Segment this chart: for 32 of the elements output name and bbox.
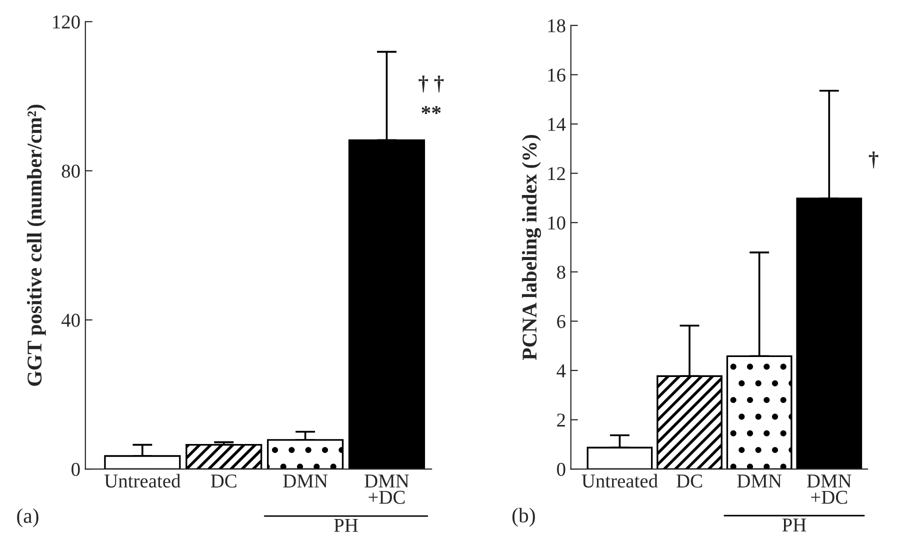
x-tick-label: DMN +DC xyxy=(807,474,852,504)
y-tick-label: 120 xyxy=(53,15,80,29)
y-axis-title: PCNA labeling index (%) xyxy=(522,135,542,360)
y-tick-label: 6 xyxy=(557,315,566,328)
x-tick-label: DMN xyxy=(283,474,328,488)
y-tick-label: 0 xyxy=(557,462,566,476)
text: PH xyxy=(782,518,806,532)
y-tick-label: 0 xyxy=(72,462,80,476)
annotation: † xyxy=(868,152,878,168)
x-tick-label: Untreated xyxy=(104,474,181,488)
y-tick-label: 40 xyxy=(61,314,80,327)
x-tick-label: DC xyxy=(210,474,236,488)
y-tick-label: 8 xyxy=(557,266,566,279)
bar xyxy=(186,444,262,470)
y-axis-title: GGT positive cell (number/cm²) xyxy=(26,104,46,386)
y-tick-label: 18 xyxy=(548,19,566,32)
y-tick-label: 80 xyxy=(62,164,80,178)
text: (b) xyxy=(512,508,535,527)
y-tick-label: 14 xyxy=(548,118,566,131)
annotation: ** xyxy=(422,106,441,114)
x-tick-label: DMN +DC xyxy=(364,474,409,504)
x-tick-label: DMN xyxy=(737,474,782,488)
y-tick-label: 12 xyxy=(548,167,565,180)
y-tick-label: 16 xyxy=(548,68,566,82)
y-tick-label: 4 xyxy=(556,364,566,378)
x-tick-label: Untreated xyxy=(582,474,658,488)
y-tick-label: 2 xyxy=(557,414,565,426)
text: (a) xyxy=(17,508,38,528)
x-tick-label: DC xyxy=(676,474,702,488)
y-tick-label: 10 xyxy=(548,216,566,230)
text: PH xyxy=(334,519,358,532)
annotation: † † xyxy=(418,76,444,92)
